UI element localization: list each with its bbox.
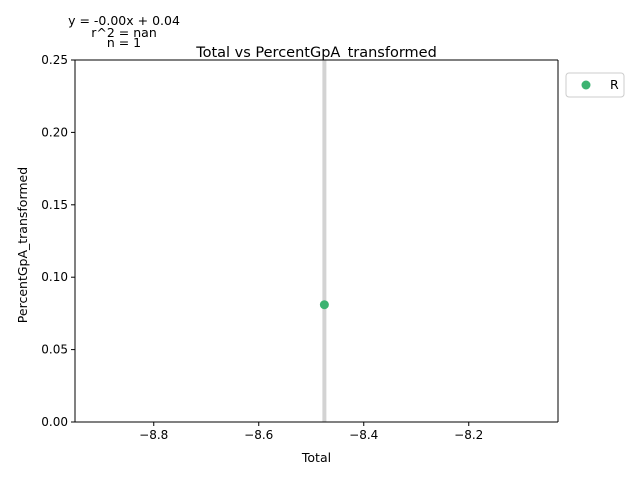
chart-title: Total vs PercentGpA_transformed (195, 45, 437, 61)
x-tick-label: −8.2 (454, 428, 483, 442)
x-axis-label: Total (301, 450, 331, 465)
r-squared-label: r^2 = nan (91, 25, 157, 40)
y-axis-ticks: 0.00 0.05 0.10 0.15 0.20 0.25 (41, 53, 75, 429)
plot-area (319, 60, 329, 422)
x-tick-label: −8.6 (244, 428, 273, 442)
legend-label: R (610, 77, 619, 92)
x-axis-ticks: −8.8 −8.6 −8.4 −8.2 (139, 422, 483, 442)
legend-box (565, 72, 625, 98)
x-tick-label: −8.4 (349, 428, 378, 442)
y-axis-label: PercentGpA_transformed (15, 167, 30, 323)
y-tick-label: 0.15 (41, 198, 68, 212)
y-tick-label: 0.25 (41, 53, 68, 67)
legend: R (565, 72, 625, 98)
legend-marker (581, 80, 591, 90)
regression-equation: y = -0.00x + 0.04 (68, 13, 180, 28)
sample-size-label: n = 1 (107, 35, 141, 50)
axes-frame (74, 59, 559, 423)
x-tick-label: −8.8 (139, 428, 168, 442)
y-tick-label: 0.00 (41, 415, 68, 429)
y-tick-label: 0.05 (41, 343, 68, 357)
data-point (319, 300, 329, 310)
y-tick-label: 0.10 (41, 270, 68, 284)
y-tick-label: 0.20 (41, 125, 68, 139)
